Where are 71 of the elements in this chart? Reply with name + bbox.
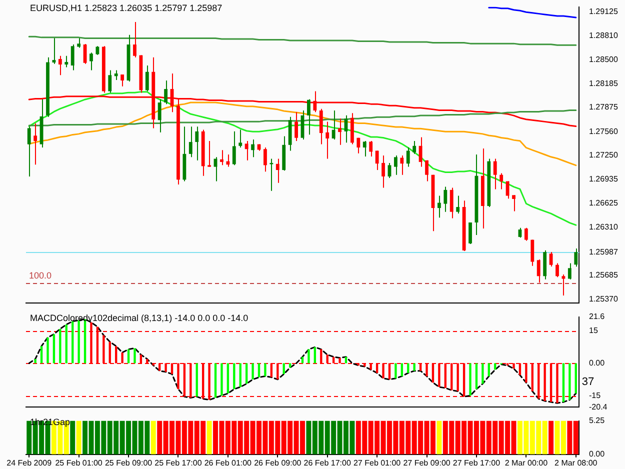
x-tick-label: 25 Feb 17:00 xyxy=(154,458,202,468)
chart-title: MACDColoredv102decimal (8,13,1) -14.0 0.0 0.0 -14.0 xyxy=(30,313,248,323)
bar xyxy=(134,348,136,364)
bar xyxy=(475,363,478,390)
y-tick-label: 1.26310 xyxy=(589,222,618,232)
text: 37 xyxy=(582,376,594,388)
y-tick-label: -20.4 xyxy=(589,402,608,412)
bar xyxy=(308,349,310,364)
y-tick-label: 5.25 xyxy=(589,416,606,426)
x-tick-label: 2 Mar 00:00 xyxy=(504,458,548,468)
y-tick-label: 1.28185 xyxy=(589,78,618,88)
bar xyxy=(344,356,348,364)
x-tick-label: 27 Feb 01:00 xyxy=(353,458,402,468)
bar xyxy=(214,363,217,398)
y-tick-label: 1.27875 xyxy=(589,102,618,112)
bar xyxy=(574,363,577,394)
bar xyxy=(562,363,565,402)
y-tick-label: 1.29125 xyxy=(589,6,618,16)
x-tick-label: 27 Feb 09:00 xyxy=(403,458,451,468)
y-tick-label: 1.26625 xyxy=(589,198,618,208)
y-tick-label: 1.28810 xyxy=(589,31,618,40)
bar xyxy=(413,363,416,371)
y-tick-label: 21.6 xyxy=(589,312,606,322)
bar xyxy=(40,346,43,364)
bar xyxy=(196,363,198,397)
bar xyxy=(220,363,223,396)
bar xyxy=(469,363,472,396)
bar xyxy=(407,363,410,373)
bar xyxy=(314,347,316,364)
bar xyxy=(245,363,248,384)
y-tick-label: 15 xyxy=(589,326,598,336)
y-tick-label: 0.00 xyxy=(589,358,606,368)
y-tick-label: 1.26935 xyxy=(589,174,618,184)
y-tick-label: 1.27250 xyxy=(589,150,618,160)
bar xyxy=(568,363,571,400)
bar xyxy=(264,363,266,376)
bar xyxy=(226,363,230,394)
x-tick-label: 26 Feb 17:00 xyxy=(304,458,352,468)
y-tick-label: 0.00 xyxy=(589,450,606,459)
bar xyxy=(127,349,130,364)
x-tick-label: 25 Feb 01:00 xyxy=(55,458,103,468)
chart-title: 1hr21Gap xyxy=(30,417,70,427)
bar xyxy=(239,363,242,387)
bar xyxy=(65,324,68,364)
y-tick-label: -15 xyxy=(589,390,602,400)
y-tick-label: 1.25987 xyxy=(589,247,618,256)
y-tick-label: 1.27560 xyxy=(589,126,618,136)
x-tick-label: 26 Feb 09:00 xyxy=(254,458,302,468)
annotation: 100.0 xyxy=(29,270,52,281)
bar xyxy=(394,363,397,378)
bar xyxy=(233,363,236,390)
candlestick xyxy=(208,140,212,168)
bar xyxy=(52,334,56,364)
bar xyxy=(78,320,80,364)
x-tick-label: 26 Feb 01:00 xyxy=(204,458,252,468)
bar xyxy=(258,363,260,378)
bar xyxy=(59,328,62,364)
bar xyxy=(46,337,49,364)
chart-title: EURUSD,H1 1.25823 1.26035 1.25797 1.25987 xyxy=(30,3,222,13)
x-tick-label: 27 Feb 17:00 xyxy=(452,458,501,468)
y-tick-label: 1.28500 xyxy=(589,54,618,64)
bar xyxy=(252,363,254,380)
y-tick-label: 1.25370 xyxy=(589,294,618,304)
bar xyxy=(301,356,304,364)
x-tick-label: 2 Mar 08:00 xyxy=(554,458,598,468)
y-tick-label: 1.25685 xyxy=(589,270,618,280)
bar xyxy=(482,363,484,384)
bar xyxy=(34,358,36,364)
bar xyxy=(72,321,74,364)
x-tick-label: 25 Feb 09:00 xyxy=(104,458,153,468)
x-tick-label: 24 Feb 2009 xyxy=(6,458,52,468)
